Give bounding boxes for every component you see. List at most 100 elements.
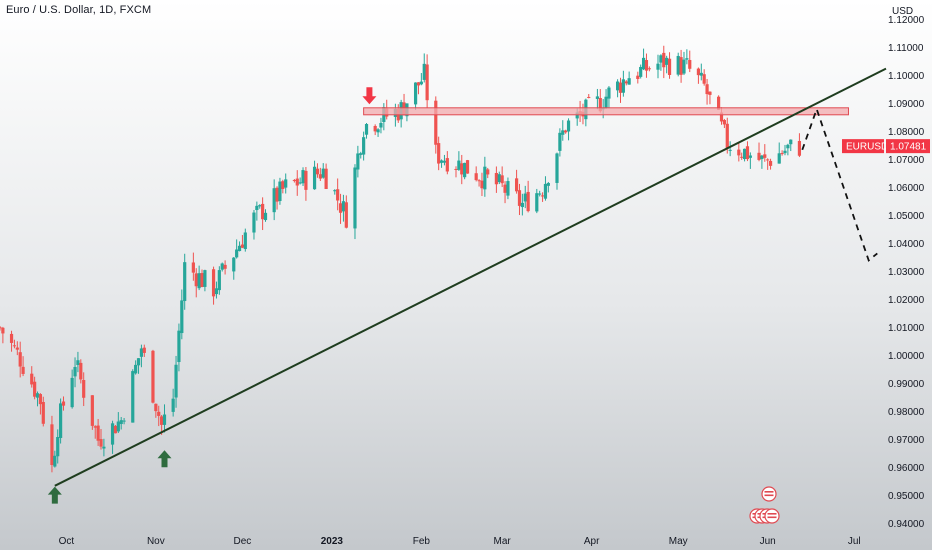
candle [263,209,268,222]
candle-body [21,366,25,374]
candle-body [162,414,167,425]
candle [558,128,562,157]
candle [315,163,320,178]
candle [292,179,296,183]
candle-body [566,120,571,132]
candle [119,417,123,430]
candle [618,77,623,103]
candle-body [745,146,750,160]
candle-body [647,68,651,70]
candle [240,234,245,249]
candle [439,159,444,168]
price-tick-label: 1.07000 [888,155,925,166]
candle-body [220,263,224,270]
candle [696,67,701,84]
candle [110,420,115,454]
candle-body [90,395,94,426]
candle-body [35,393,40,398]
candle-body [587,96,591,98]
candle-body [439,160,444,163]
candle [789,139,793,152]
candle-body [676,55,680,75]
candle-body [151,350,155,403]
candle-body [708,91,712,95]
candle-body [624,81,628,84]
projection-path[interactable] [801,106,878,262]
candle [780,150,784,156]
price-tick-label: 0.96000 [888,463,925,474]
trendline[interactable] [54,67,887,487]
candle [483,156,487,197]
resistance-zone[interactable] [363,107,849,116]
candle-body [243,232,247,250]
candle [177,323,181,372]
candle-body [122,420,126,422]
event-flag-ring [761,486,777,502]
candle-body [261,203,265,220]
candle-body [607,87,611,99]
candle-body [341,201,346,212]
candle-body [183,262,187,302]
candle-body [604,96,608,108]
arrow-up-icon [157,450,172,468]
candle [142,344,146,357]
candle [136,358,141,374]
candle-body [477,180,481,182]
price-tick-label: 1.08000 [888,127,925,138]
candle [740,152,744,160]
time-tick-label: Apr [584,536,600,547]
candle-body [685,58,689,60]
candle-body [110,423,115,445]
candle-body [18,352,22,367]
candle [18,341,22,378]
candle-body [298,182,302,184]
candle [416,82,421,95]
candle [477,179,481,187]
candle-body [30,373,34,385]
candle [445,151,449,175]
event-flag-stripe [767,513,777,515]
event-flag-stripe [767,516,777,519]
last-price-bg [886,139,930,154]
candle-body [142,347,146,353]
candle [237,241,242,252]
candle [699,63,703,81]
candle [621,70,625,97]
candle [197,265,201,291]
candle [211,266,216,305]
time-tick-label: 2023 [321,536,344,547]
candle-body [465,160,470,174]
candle-body [780,153,784,155]
candle [59,398,63,444]
candle-body [616,81,620,91]
candle-body [543,183,548,199]
event-flag-icon[interactable] [761,486,777,502]
last-price-tag[interactable]: EURUSD 1.07481 [842,139,930,154]
candle-body [235,249,239,258]
candle [171,388,175,417]
candle [742,148,747,162]
candle-body [353,167,357,229]
candle-body [295,178,299,186]
candle [679,49,683,83]
candle-body [717,96,721,110]
candle [15,341,19,356]
candle [272,179,276,221]
candle [344,195,348,229]
candle-body [523,193,527,202]
candle [90,395,94,430]
candle-body [344,202,348,228]
candle [688,50,692,73]
time-tick-label: Nov [147,536,165,547]
event-flag-icon[interactable] [764,508,780,524]
candle [50,415,54,473]
candle-body [564,130,568,133]
candle [463,162,467,180]
candle-body [79,362,83,380]
candle [722,118,726,129]
candle-body [503,184,507,193]
candle [514,169,519,194]
candle [235,239,239,259]
candle [656,54,660,79]
